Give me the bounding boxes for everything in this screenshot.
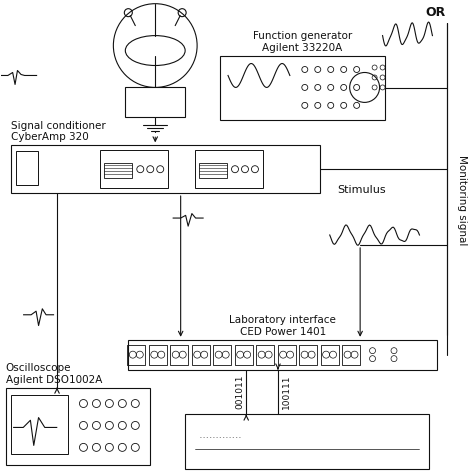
Bar — [235, 345, 253, 365]
Text: Signal conditioner
CyberAmp 320: Signal conditioner CyberAmp 320 — [11, 121, 105, 142]
Text: Laboratory interface
CED Power 1401: Laboratory interface CED Power 1401 — [229, 315, 336, 337]
Bar — [11, 394, 69, 455]
Text: Oscilloscope
Agilent DSO1002A: Oscilloscope Agilent DSO1002A — [6, 363, 102, 384]
Bar — [104, 163, 132, 178]
Bar — [299, 345, 317, 365]
Bar — [128, 345, 145, 365]
Text: 001011: 001011 — [236, 375, 245, 409]
Bar — [128, 340, 438, 370]
Bar — [199, 163, 227, 178]
Text: 100111: 100111 — [282, 375, 291, 409]
Bar — [16, 151, 37, 185]
Bar — [256, 345, 274, 365]
Bar — [278, 345, 296, 365]
Bar — [342, 345, 360, 365]
Bar — [170, 345, 188, 365]
Bar — [6, 388, 150, 465]
Bar — [220, 55, 384, 120]
Text: Stimulus: Stimulus — [337, 185, 386, 195]
Text: Monitoring signal: Monitoring signal — [457, 155, 467, 246]
Bar — [125, 87, 185, 118]
Text: - - - - - - - - - - - - -: - - - - - - - - - - - - - — [200, 436, 241, 440]
Bar — [11, 145, 320, 193]
Text: Function generator
Agilent 33220A: Function generator Agilent 33220A — [253, 31, 352, 53]
Bar — [195, 150, 263, 188]
Bar — [320, 345, 338, 365]
Bar — [149, 345, 167, 365]
Bar — [192, 345, 210, 365]
Bar — [185, 414, 429, 469]
Text: OR: OR — [425, 6, 446, 18]
Bar — [100, 150, 168, 188]
Bar — [213, 345, 231, 365]
